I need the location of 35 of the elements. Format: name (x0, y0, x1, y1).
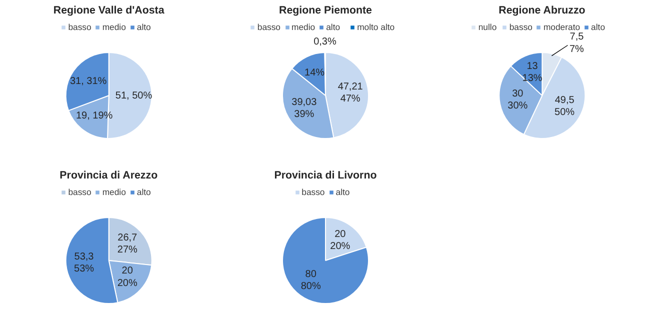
data-label: 39,03 39% (292, 96, 318, 120)
legend-label: alto (591, 22, 606, 32)
legend-label: nullo (478, 22, 498, 32)
data-label: 0,3% (314, 36, 336, 48)
chart-title: Regione Abruzzo (498, 4, 586, 16)
legend-label: alto (136, 22, 152, 32)
data-label: 31, 31% (70, 76, 107, 87)
legend-label: basso (257, 22, 280, 32)
data-label: 20 20% (330, 228, 350, 252)
chart-title: Provincia di Arezzo (60, 170, 158, 182)
chart-title: Regione Valle d'Aosta (53, 4, 164, 16)
legend-label: alto (336, 187, 351, 197)
data-label: 14% (304, 68, 325, 79)
data-label: 20 20% (117, 266, 138, 289)
data-label: 49,5 50% (554, 94, 575, 118)
legend-label: medio (102, 187, 126, 197)
legend-label: basso (302, 187, 325, 197)
legend-label: basso (68, 187, 92, 197)
data-label: 51, 50% (115, 90, 152, 102)
chart-title: Regione Piemonte (279, 4, 372, 16)
data-label: 30 30% (508, 88, 528, 112)
data-label: 7,5 7% (569, 32, 584, 55)
legend-label: molto alto (357, 22, 395, 32)
legend-label: alto (136, 187, 152, 197)
legend-label: medio (292, 22, 316, 32)
legend-label: alto (326, 22, 342, 32)
legend-label: moderato (543, 22, 580, 32)
data-label: 80 80% (300, 269, 321, 292)
data-label: 47,21 47% (338, 82, 364, 105)
legend-label: basso (68, 22, 92, 32)
data-label: 53,3 53% (74, 252, 94, 275)
legend-label: basso (509, 22, 532, 32)
data-label: 26,7 27% (117, 232, 138, 256)
chart-title: Provincia di Livorno (274, 170, 378, 182)
legend-label: medio (102, 22, 126, 32)
